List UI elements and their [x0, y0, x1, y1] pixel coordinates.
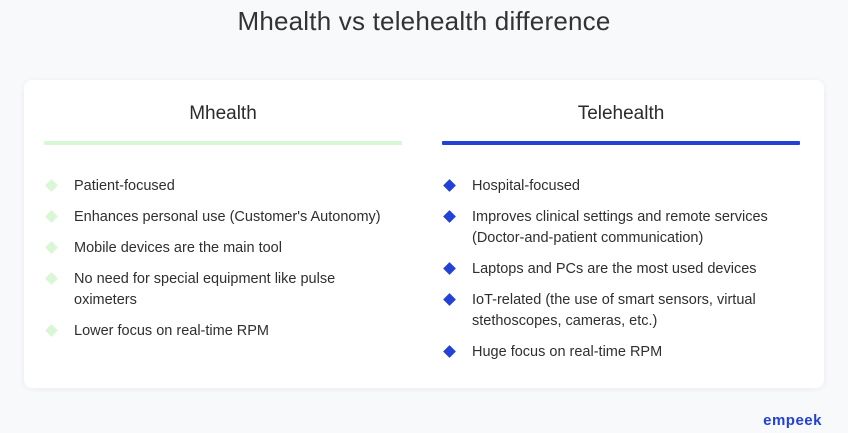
page-title: Mhealth vs telehealth difference [237, 6, 611, 36]
list-item: Patient-focused [44, 176, 402, 197]
mhealth-header: Mhealth [189, 103, 257, 124]
diamond-bullet-icon [45, 241, 58, 254]
telehealth-header: Telehealth [577, 103, 665, 124]
list-item: IoT-related (the use of smart sensors, v… [442, 290, 800, 332]
list-item: Huge focus on real-time RPM [442, 342, 800, 363]
list-item-text: Laptops and PCs are the most used device… [472, 261, 757, 277]
list-item-text: Mobile devices are the main tool [74, 240, 282, 256]
comparison-card: Mhealth Patient-focused Enhances persona… [24, 80, 824, 388]
diamond-bullet-icon [45, 324, 58, 337]
list-item: Mobile devices are the main tool [44, 238, 402, 259]
list-item: Lower focus on real-time RPM [44, 321, 402, 342]
diamond-bullet-icon [443, 262, 456, 275]
list-item-text: Patient-focused [74, 178, 175, 194]
mhealth-list: Patient-focused Enhances personal use (C… [44, 176, 402, 342]
telehealth-divider [442, 141, 800, 145]
list-item: Hospital-focused [442, 176, 800, 197]
diamond-bullet-icon [443, 345, 456, 358]
mhealth-column: Mhealth Patient-focused Enhances persona… [44, 80, 402, 352]
diamond-bullet-icon [45, 179, 58, 192]
empeek-logo: empeek [763, 412, 822, 429]
diamond-bullet-icon [443, 179, 456, 192]
list-item-text: Hospital-focused [472, 178, 580, 194]
list-item: No need for special equipment like pulse… [44, 269, 402, 311]
list-item-text: Lower focus on real-time RPM [74, 323, 270, 339]
diamond-bullet-icon [45, 272, 58, 285]
telehealth-list: Hospital-focused Improves clinical setti… [442, 176, 800, 363]
list-item: Laptops and PCs are the most used device… [442, 259, 800, 280]
list-item: Enhances personal use (Customer's Autono… [44, 207, 402, 228]
list-item-text: No need for special equipment like pulse… [74, 271, 336, 308]
list-item-text: Huge focus on real-time RPM [472, 344, 663, 360]
list-item-text: IoT-related (the use of smart sensors, v… [472, 292, 756, 329]
list-item-text: Improves clinical settings and remote se… [472, 209, 768, 246]
mhealth-divider [44, 141, 402, 145]
diamond-bullet-icon [45, 210, 58, 223]
list-item: Improves clinical settings and remote se… [442, 207, 800, 249]
telehealth-column: Telehealth Hospital-focused Improves cli… [442, 80, 800, 373]
diamond-bullet-icon [443, 210, 456, 223]
list-item-text: Enhances personal use (Customer's Autono… [74, 209, 381, 225]
diamond-bullet-icon [443, 293, 456, 306]
